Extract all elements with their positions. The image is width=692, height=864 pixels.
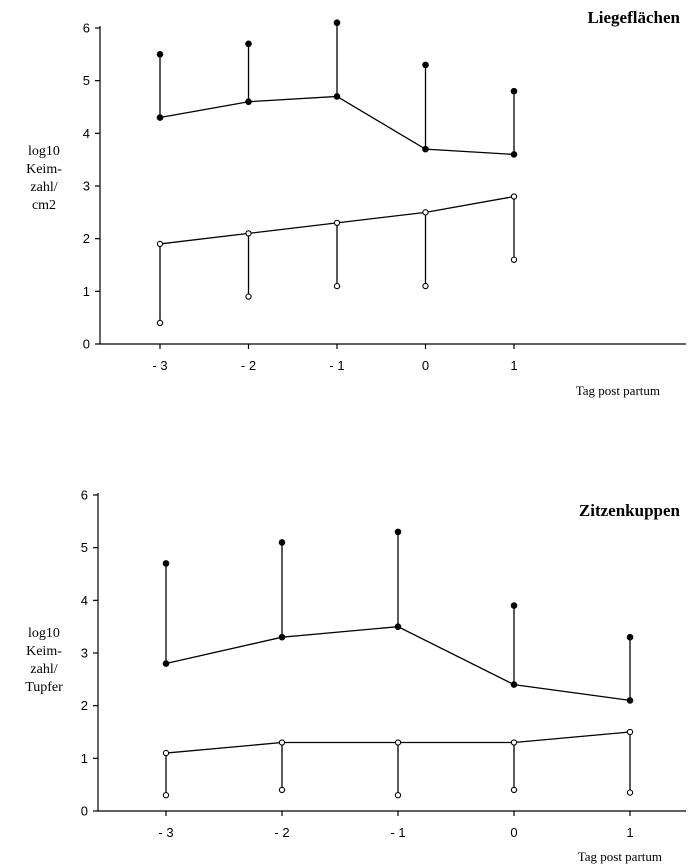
chart0-series-1-lower-point [510, 256, 518, 263]
chart0-y-tick-label: 5 [83, 73, 90, 88]
chart1-series-1-point [626, 728, 634, 736]
chart1-series-1-point [510, 739, 518, 746]
chart1-x-tick-label: 0 [510, 825, 517, 840]
chart1-series-0-point [394, 623, 402, 630]
chart0-series-0-point [422, 145, 429, 153]
chart1-y-tick-label: 4 [81, 593, 88, 608]
chart1-y-axis-label: zahl/ [30, 662, 57, 677]
chart1-series-0-upper-point [510, 602, 518, 609]
chart1-series-1-point [394, 739, 402, 746]
chart0-series-0-upper-point [245, 40, 252, 48]
chart1-x-tick-label: 1 [626, 825, 633, 840]
chart0-series-0-upper-point [333, 19, 341, 27]
chart1-series-0-point [162, 660, 170, 667]
chart0-series-0-upper-point [422, 61, 429, 69]
chart0-y-tick-label: 0 [83, 337, 90, 352]
chart1-y-axis-label: Keim- [26, 644, 62, 659]
chart0-series-0-upper-point [156, 51, 164, 58]
chart1-y-tick-label: 0 [81, 804, 88, 819]
chart1-series-1-point [162, 749, 170, 757]
chart1-x-axis-label: Tag post partum [578, 849, 662, 864]
chart1-series-0-point [510, 681, 518, 688]
chart1-series-1-point [278, 739, 286, 746]
chart0-series-0-point [245, 98, 252, 106]
chart0-series-0-upper-point [510, 87, 518, 95]
chart1-series-0-line [165, 626, 631, 702]
chart1-series-0-upper-point [162, 560, 170, 567]
chart1-series-0-point [278, 633, 286, 641]
chart1-y-axis-label: Tupfer [25, 680, 63, 695]
chart0-series-1-point [510, 193, 518, 200]
chart1-series-0-point [626, 697, 634, 704]
chart0-series-1-lower-point [156, 319, 164, 327]
chart1-y-tick-label: 3 [81, 646, 88, 661]
chart1-series-1-lower-point [278, 786, 286, 794]
chart0-y-axis-label: log10 [28, 144, 60, 159]
chart0-series-1-lower-point [333, 282, 341, 290]
chart0-x-tick-label: - 2 [241, 358, 256, 373]
chart1-x-tick-label: - 2 [274, 825, 289, 840]
chart0-y-tick-label: 1 [83, 284, 90, 299]
chart1-x-tick-label: - 3 [158, 825, 173, 840]
chart1-y-tick-label: 6 [81, 488, 88, 503]
chart1-y-tick-label: 5 [81, 540, 88, 555]
chart1-y-tick-label: 1 [81, 751, 88, 766]
chart0-series-1-point [245, 230, 252, 237]
chart0-series-1-point [333, 219, 341, 227]
chart0-x-tick-label: 1 [510, 358, 517, 373]
chart0-series-1-lower-point [422, 282, 429, 290]
chart0-series-1-point [156, 240, 164, 248]
chart1-series-1-lower-point [162, 792, 170, 799]
chart0-series-1-point [422, 209, 429, 216]
chart0-series-1-lower-point [245, 293, 252, 300]
chart1-title: Zitzenkuppen [579, 501, 681, 520]
chart0-series-0-line [159, 95, 515, 156]
chart1-series-0-upper-point [626, 633, 634, 641]
chart1-series-1-lower-point [394, 792, 402, 799]
chart0-x-tick-label: - 1 [329, 358, 344, 373]
chart1-series-0-upper-point [278, 539, 286, 546]
chart0-y-tick-label: 2 [83, 231, 90, 246]
chart1-y-axis-label: log10 [28, 626, 60, 641]
chart0-series-0-point [510, 151, 518, 158]
chart1-series-0-upper-point [394, 528, 402, 536]
chart0-series-0-point [156, 114, 164, 121]
chart1-series-1-lower-point [626, 789, 634, 796]
chart0-y-tick-label: 4 [83, 126, 90, 141]
chart0-y-tick-label: 3 [83, 179, 90, 194]
chart0-y-tick-label: 6 [83, 21, 90, 36]
chart0-y-axis-label: zahl/ [30, 180, 57, 195]
chart0-series-0-point [333, 93, 341, 100]
chart0-x-tick-label: 0 [422, 358, 429, 373]
chart1-x-tick-label: - 1 [390, 825, 405, 840]
chart0-y-axis-label: Keim- [26, 162, 62, 177]
chart1-y-tick-label: 2 [81, 698, 88, 713]
chart1-series-1-lower-point [510, 786, 518, 794]
chart0-title: Liegeflächen [587, 8, 680, 27]
chart0-y-axis-label: cm2 [32, 198, 56, 213]
chart0-x-axis-label: Tag post partum [576, 383, 660, 398]
chart0-x-tick-label: - 3 [152, 358, 167, 373]
